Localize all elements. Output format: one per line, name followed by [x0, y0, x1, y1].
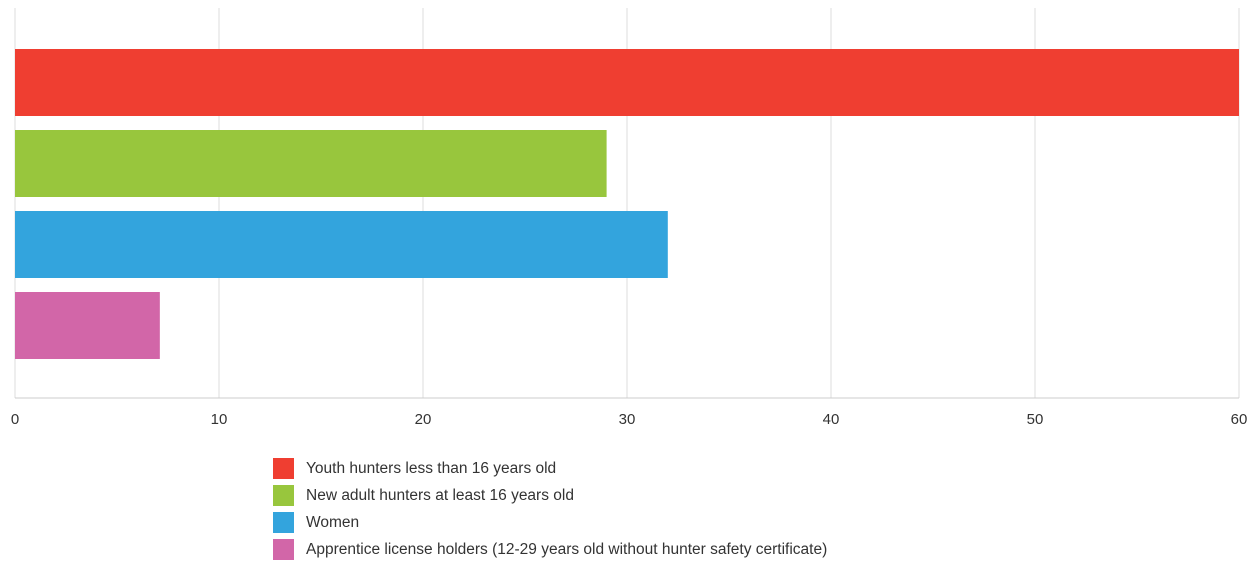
legend-swatch	[273, 539, 294, 560]
bar	[15, 211, 668, 278]
bar	[15, 49, 1239, 116]
legend-swatch	[273, 485, 294, 506]
x-tick-label: 20	[415, 411, 432, 428]
legend-item: Apprentice license holders (12-29 years …	[273, 536, 827, 563]
legend-swatch	[273, 512, 294, 533]
legend-label: Youth hunters less than 16 years old	[306, 459, 557, 477]
legend: Youth hunters less than 16 years old New …	[273, 455, 827, 563]
x-tick-label: 40	[823, 411, 840, 428]
bar	[15, 130, 607, 197]
legend-item: Women	[273, 509, 827, 536]
x-tick-label: 10	[211, 411, 228, 428]
bars	[15, 49, 1239, 359]
legend-item: New adult hunters at least 16 years old	[273, 482, 827, 509]
legend-label: New adult hunters at least 16 years old	[306, 486, 574, 504]
x-tick-label: 0	[11, 411, 19, 428]
legend-label: Women	[306, 513, 360, 531]
bar	[15, 292, 160, 359]
x-tick-label: 50	[1027, 411, 1044, 428]
legend-item: Youth hunters less than 16 years old	[273, 455, 827, 482]
legend-label: Apprentice license holders (12-29 years …	[306, 540, 828, 558]
x-tick-label: 60	[1231, 411, 1248, 428]
legend-swatch	[273, 458, 294, 479]
bar-chart: 0 10 20 30 40 50 60	[11, 8, 1248, 428]
x-tick-label: 30	[619, 411, 636, 428]
x-axis-ticks: 0 10 20 30 40 50 60	[11, 411, 1248, 428]
